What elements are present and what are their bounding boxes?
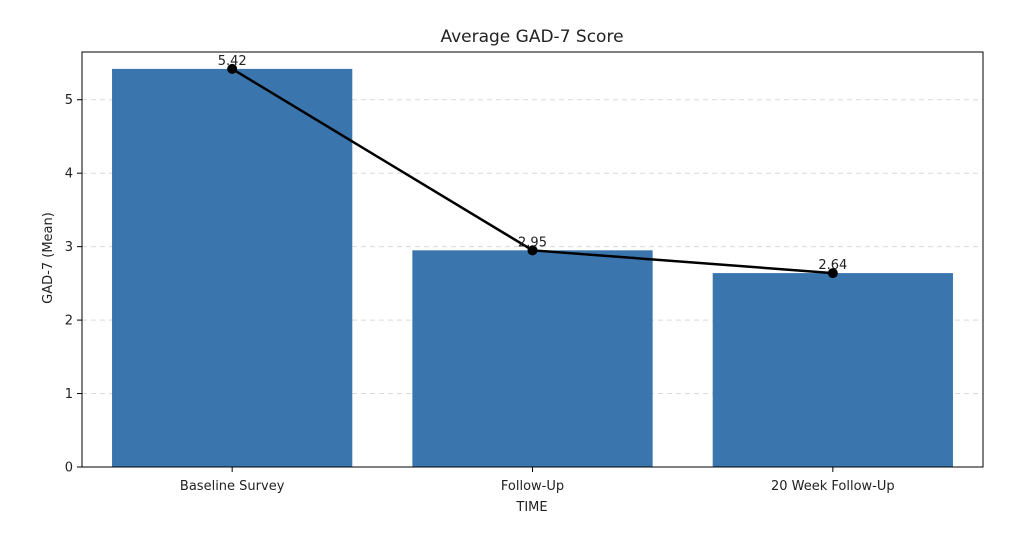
bar	[112, 68, 353, 468]
trend-point	[527, 245, 538, 256]
x-tick-label: Baseline Survey	[180, 479, 285, 494]
x-tick-label: 20 Week Follow-Up	[771, 479, 895, 494]
data-label: 2.64	[818, 258, 847, 273]
data-label: 2.95	[518, 235, 547, 250]
x-tick-label: Follow-Up	[501, 479, 564, 494]
y-tick-label: 5	[65, 93, 73, 108]
bar	[412, 250, 653, 467]
trend-point	[827, 268, 838, 279]
trend-line	[227, 63, 838, 279]
axes: 0 1 2 3 4 5 Baseline Survey Follow-Up 20 Week Fo…	[65, 51, 984, 494]
bars	[112, 68, 953, 468]
y-tick-label: 1	[65, 387, 73, 402]
y-tick-label: 4	[65, 167, 73, 182]
x-axis-label: TIME	[515, 500, 547, 515]
y-tick-label: 2	[65, 314, 73, 329]
chart-title: Average GAD-7 Score	[440, 27, 623, 47]
data-labels: 5.42 2.95 2.64	[218, 54, 848, 273]
y-tick-label: 0	[65, 461, 73, 476]
y-axis-label: GAD-7 (Mean)	[41, 212, 56, 304]
bar	[712, 273, 953, 467]
y-tick-label: 3	[65, 240, 73, 255]
data-label: 5.42	[218, 54, 247, 69]
trend-point	[227, 63, 238, 74]
